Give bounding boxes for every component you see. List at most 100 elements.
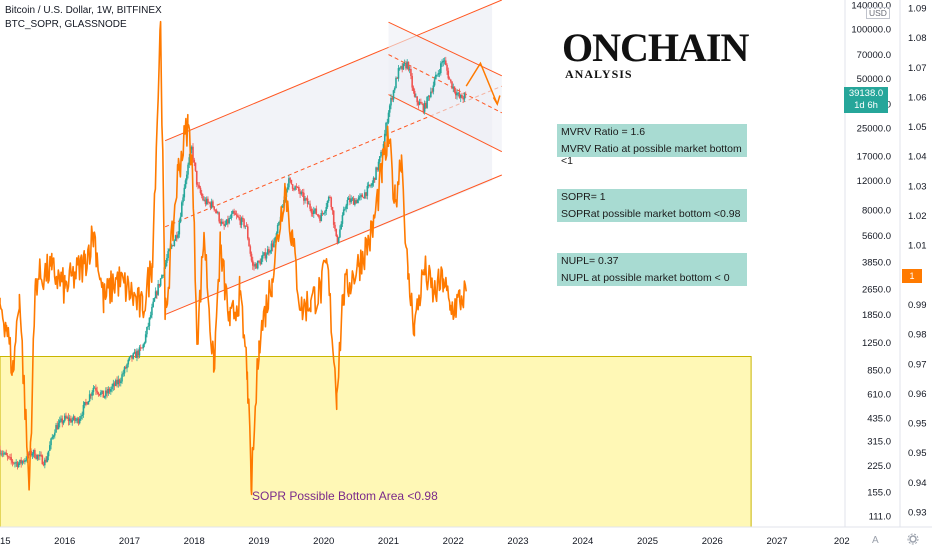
svg-text:A: A [872, 535, 879, 545]
time-tick-label: 2023 [507, 536, 528, 547]
price-candle [136, 350, 138, 358]
settings-gear-icon[interactable] [907, 533, 919, 545]
price-candle [314, 208, 316, 211]
price-candle [223, 223, 225, 226]
auto-scale-icon[interactable]: A [871, 533, 883, 545]
price-candle [359, 196, 361, 198]
price-candle [310, 208, 313, 213]
price-candle [235, 214, 238, 216]
price-candle [293, 188, 295, 190]
price-candle [416, 96, 418, 103]
price-candle [352, 198, 355, 205]
time-tick-label: 2024 [572, 536, 593, 547]
price-candle [346, 199, 349, 206]
price-candle [106, 390, 108, 394]
price-candle [143, 342, 146, 345]
price-candle [332, 210, 335, 225]
price-candle [296, 186, 299, 188]
price-candle [92, 387, 95, 393]
price-candle [375, 167, 377, 180]
price-candle [456, 93, 458, 96]
channel-upper-line [164, 0, 503, 142]
price-candle [210, 201, 213, 208]
price-candle [265, 254, 268, 259]
sopr-tick-label: 0.96 [908, 389, 927, 400]
last-price: 39138.0 [848, 88, 884, 99]
price-candle [39, 454, 41, 457]
price-candle [327, 196, 330, 201]
price-candle [250, 253, 253, 261]
logo-title: ONCHAIN [562, 25, 749, 70]
price-candle [217, 212, 219, 214]
sopr-tick-label: 1.05 [908, 122, 927, 133]
price-candle [121, 374, 123, 382]
sopr-tick-label: 0.98 [908, 330, 927, 341]
time-tick-label: 2018 [184, 536, 205, 547]
price-candle [224, 224, 227, 226]
price-candle [55, 425, 57, 433]
price-candle [230, 213, 233, 218]
price-candle [321, 213, 324, 214]
price-candle [290, 179, 293, 185]
price-candle [96, 390, 98, 393]
price-candle [154, 291, 157, 299]
price-candle [245, 225, 248, 227]
nupl-bottom: NUPL at possible market bottom < 0 [561, 272, 730, 284]
price-candle [100, 392, 102, 396]
price-candle [443, 60, 446, 62]
price-candle [425, 102, 427, 108]
price-candle [161, 275, 163, 279]
price-candle [76, 418, 79, 421]
price-candle [229, 217, 232, 219]
price-tick-label: 8000.0 [862, 205, 891, 216]
price-candle [330, 197, 333, 208]
price-candle [421, 103, 423, 105]
price-candle [329, 196, 331, 198]
price-candle [345, 205, 347, 209]
time-tick-label: 2020 [313, 536, 334, 547]
price-candle [127, 359, 130, 365]
price-tick-label: 17000.0 [857, 151, 891, 162]
time-tick-label: 2021 [378, 536, 399, 547]
projection-arrow [465, 61, 498, 105]
price-candle [61, 418, 64, 424]
price-candle [240, 217, 243, 225]
price-candle [281, 206, 284, 208]
price-candle [56, 425, 59, 430]
price-candle [214, 209, 217, 211]
price-candle [75, 420, 77, 422]
time-tick-label: 2019 [248, 536, 269, 547]
price-candle [418, 101, 421, 105]
price-candle [134, 351, 137, 358]
price-candle [309, 203, 311, 209]
price-candle [58, 420, 61, 424]
mvrv-value: MVRV Ratio = 1.6 [561, 126, 646, 138]
sopr-tick-label: 1.04 [908, 152, 927, 163]
price-candle [123, 367, 126, 374]
sopr-tick-label: 1.09 [908, 4, 927, 15]
price-candle [298, 187, 300, 192]
price-candle [93, 387, 96, 389]
price-candle [461, 94, 463, 99]
price-candle [304, 198, 306, 201]
price-candle [417, 102, 420, 105]
currency-label: USD [866, 7, 890, 19]
price-candle [462, 98, 465, 100]
price-tick-label: 111.0 [869, 511, 891, 522]
price-candle [51, 436, 54, 439]
sopr-tick-label: 0.93 [908, 508, 927, 519]
price-candle [289, 178, 291, 180]
price-candle [9, 456, 11, 458]
price-candle [57, 423, 60, 430]
price-candle [68, 418, 71, 422]
price-candle [15, 462, 17, 464]
sopr-line [0, 20, 467, 496]
price-candle [166, 258, 168, 263]
price-candle [433, 79, 436, 86]
price-candle [192, 146, 194, 160]
price-tick-label: 12000.0 [857, 176, 891, 187]
price-candle [449, 79, 452, 82]
price-candle [271, 243, 274, 248]
price-candle [30, 450, 32, 456]
